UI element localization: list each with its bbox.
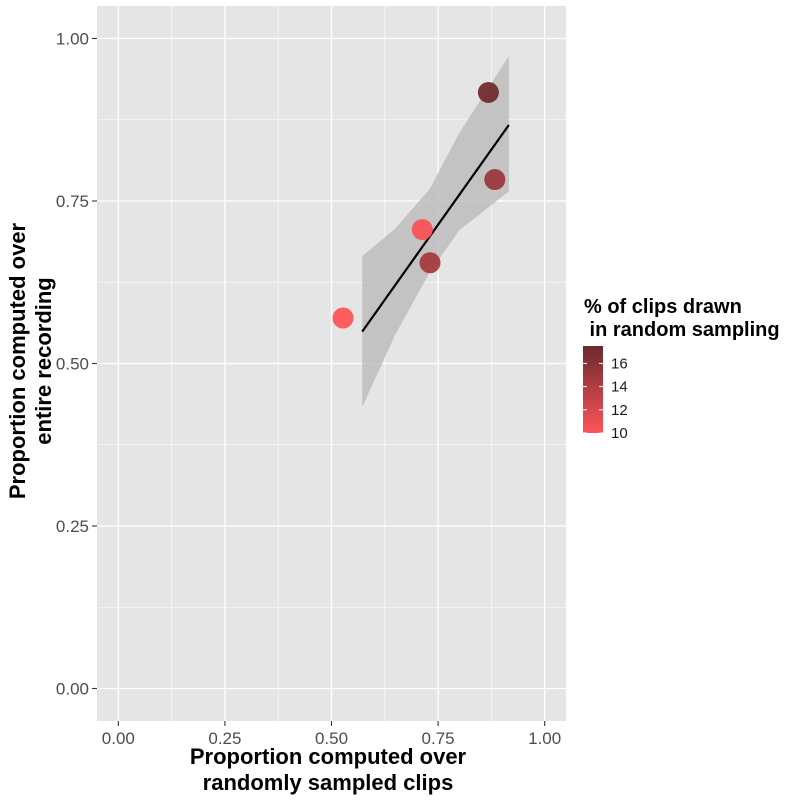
color-bar-label: 14 (611, 379, 628, 396)
y-axis-ticks: 0.00 0.25 0.50 0.75 1.00 (56, 30, 97, 699)
color-bar-label: 16 (611, 355, 628, 372)
data-point (419, 252, 441, 274)
color-legend: % of clips drawn in random sampling 10 12… (583, 296, 780, 442)
data-points (332, 81, 506, 329)
color-bar-ticks: 10 12 14 16 (583, 355, 628, 442)
y-tick-label: 0.75 (56, 192, 89, 211)
legend-title-line2: in random sampling (584, 319, 780, 341)
x-axis-title-line2: randomly sampled clips (203, 770, 454, 795)
x-tick-label: 0.25 (208, 729, 241, 748)
y-axis-title-line1: Proportion computed over (5, 222, 30, 499)
color-bar-label: 10 (611, 425, 628, 442)
data-point (411, 219, 433, 241)
x-tick-label: 0.75 (422, 729, 455, 748)
y-tick-label: 0.50 (56, 355, 89, 374)
x-tick-label: 0.00 (102, 729, 135, 748)
legend-title-line1: % of clips drawn (584, 296, 742, 318)
color-bar-label: 12 (611, 402, 628, 419)
x-tick-label: 0.50 (315, 729, 348, 748)
y-tick-label: 0.25 (56, 517, 89, 536)
confidence-band (362, 56, 509, 408)
x-axis-title-line1: Proportion computed over (190, 744, 467, 769)
color-bar (583, 346, 603, 433)
trend-line (361, 124, 510, 333)
grid-major (97, 6, 566, 721)
y-axis-title-line2: entire recording (31, 277, 56, 444)
y-tick-label: 0.00 (56, 680, 89, 699)
y-tick-label: 1.00 (56, 30, 89, 49)
x-tick-label: 1.00 (528, 729, 561, 748)
data-point (477, 81, 499, 103)
data-point (484, 169, 506, 191)
data-point (332, 307, 354, 329)
x-axis-ticks: 0.00 0.25 0.50 0.75 1.00 (102, 721, 561, 748)
